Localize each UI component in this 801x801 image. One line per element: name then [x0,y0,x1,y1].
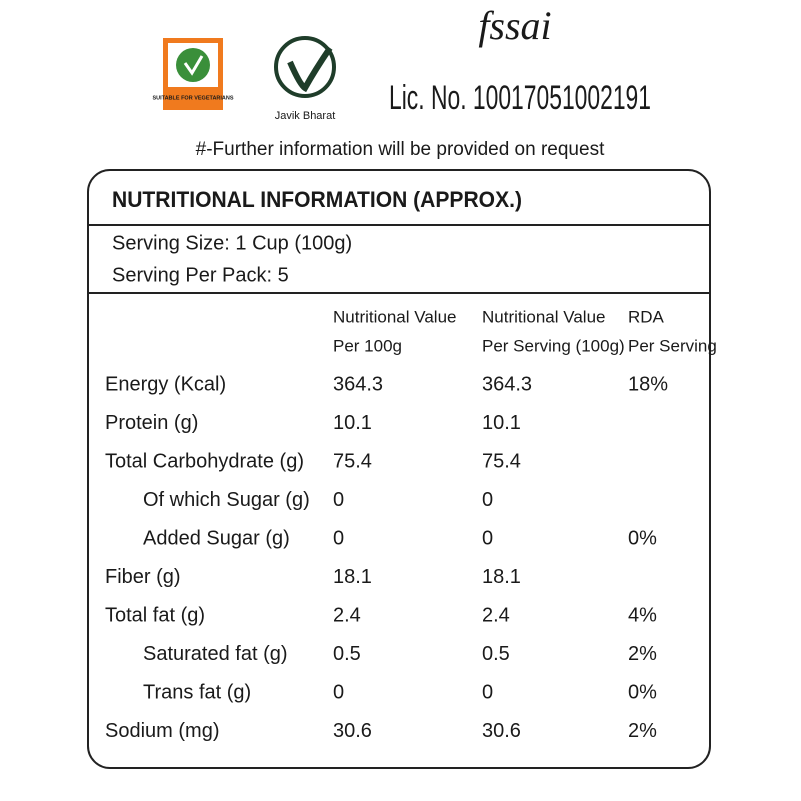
sub-row-label: Of which Sugar (g) [143,489,310,511]
cell-value: 75.4 [482,450,521,472]
cell-value: 364.3 [333,373,383,395]
cell-value: 30.6 [333,720,372,742]
cell-value: 30.6 [482,720,521,742]
veg-circle [176,48,210,82]
cell-value: 2% [628,643,657,665]
note: #-Further information will be provided o… [196,139,605,160]
cell-value: 10.1 [482,412,521,434]
cell-value: 4% [628,604,657,626]
serving-info: Serving Per Pack: 5 [112,264,289,286]
veg-text: SUITABLE FOR VEGETARIANS [152,95,233,101]
cell-value: 18.1 [482,566,521,588]
row-label: Total fat (g) [105,604,205,626]
sub-row-label: Trans fat (g) [143,681,251,703]
brand-name: Javik Bharat [275,110,336,122]
table-body: Serving Size: 1 Cup (100g) Serving Per Pa… [105,232,717,742]
fssai-logo: fssai [478,3,551,48]
cell-value: 18% [628,373,668,395]
cell-value: 0 [333,527,344,549]
cell-value: 75.4 [333,450,372,472]
row-label: Protein (g) [105,412,198,434]
cell-value: 18.1 [333,566,372,588]
column-header: Per Serving (100g) [482,336,625,355]
column-header: Nutritional Value [482,307,605,326]
license-number: Lic. No. 10017051002191 [389,79,651,117]
column-header: RDA [628,307,665,326]
brand-circle [274,36,336,98]
cell-value: 0.5 [333,643,361,665]
row-label: Energy (Kcal) [105,373,226,395]
cell-value: 10.1 [333,412,372,434]
cell-value: 0 [482,489,493,511]
row-label: Total Carbohydrate (g) [105,450,304,472]
serving-info: Serving Size: 1 Cup (100g) [112,232,352,254]
cell-value: 0 [482,681,493,703]
cell-value: 0 [482,527,493,549]
cell-value: 0% [628,681,657,703]
veg-check [183,55,204,76]
cell-value: 0.5 [482,643,510,665]
brand-check [287,46,333,93]
sub-row-label: Added Sugar (g) [143,527,290,549]
column-header: Per 100g [333,336,402,355]
cell-value: 0% [628,527,657,549]
cell-value: 364.3 [482,373,532,395]
cell-value: 2.4 [333,604,361,626]
cell-value: 0 [333,681,344,703]
row-label: Fiber (g) [105,566,181,588]
table-title: NUTRITIONAL INFORMATION (APPROX.) [112,187,522,212]
cell-value: 0 [333,489,344,511]
sub-row-label: Saturated fat (g) [143,643,288,665]
column-header: Nutritional Value [333,307,456,326]
column-header: Per Serving [628,336,717,355]
cell-value: 2.4 [482,604,510,626]
cell-value: 2% [628,720,657,742]
row-label: Sodium (mg) [105,720,219,742]
table-border [87,169,711,769]
